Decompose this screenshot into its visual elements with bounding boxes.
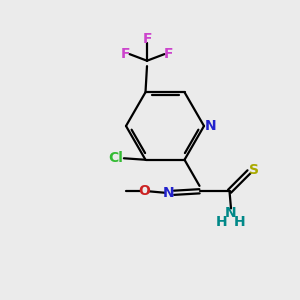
Text: H: H <box>216 215 228 229</box>
Text: N: N <box>225 206 237 220</box>
Text: F: F <box>142 32 152 46</box>
Text: Cl: Cl <box>108 151 123 165</box>
Text: N: N <box>205 119 216 133</box>
Text: F: F <box>121 47 130 61</box>
Text: S: S <box>248 163 259 177</box>
Text: O: O <box>138 184 150 198</box>
Text: N: N <box>163 186 175 200</box>
Text: F: F <box>164 47 173 61</box>
Text: H: H <box>234 215 246 229</box>
